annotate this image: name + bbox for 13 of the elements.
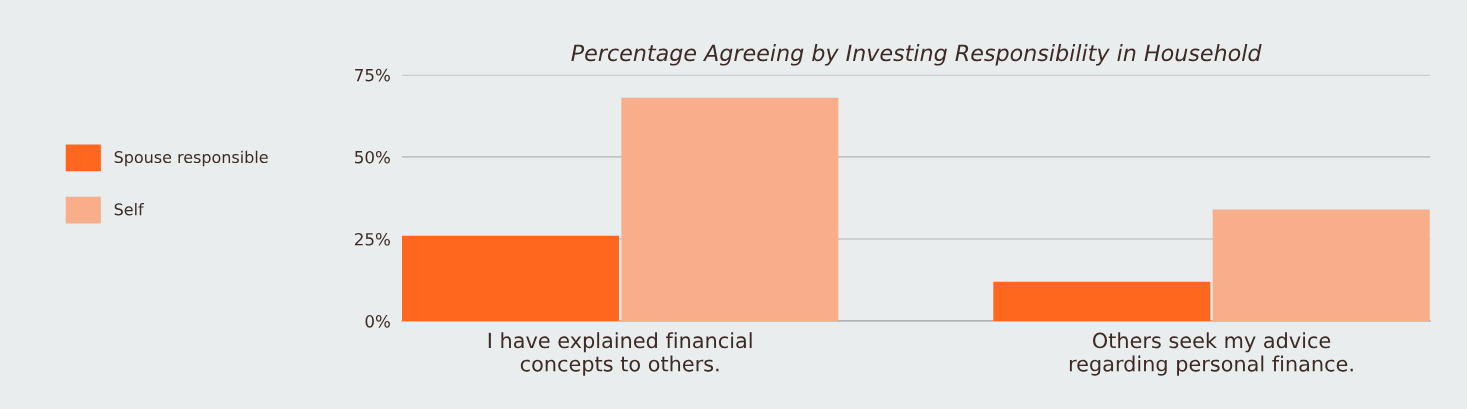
x-tick-label: I have explained financial concepts to others.	[488, 332, 752, 376]
bar	[1212, 209, 1430, 322]
bar	[401, 235, 619, 322]
legend-label: Spouse responsible	[114, 150, 268, 167]
y-tick-label: 0%	[365, 315, 390, 328]
chart-title: Percentage Agreeing by Investing Responsibility in Household	[571, 44, 1262, 66]
y-tick-label: 75%	[355, 68, 390, 82]
bar	[993, 281, 1211, 322]
x-tick-label: Others seek my advice regarding personal finance.	[1069, 332, 1353, 376]
legend-label: Self	[114, 203, 144, 216]
y-tick-label: 25%	[355, 232, 390, 246]
y-tick-label: 50%	[355, 150, 390, 164]
bar	[621, 97, 839, 322]
